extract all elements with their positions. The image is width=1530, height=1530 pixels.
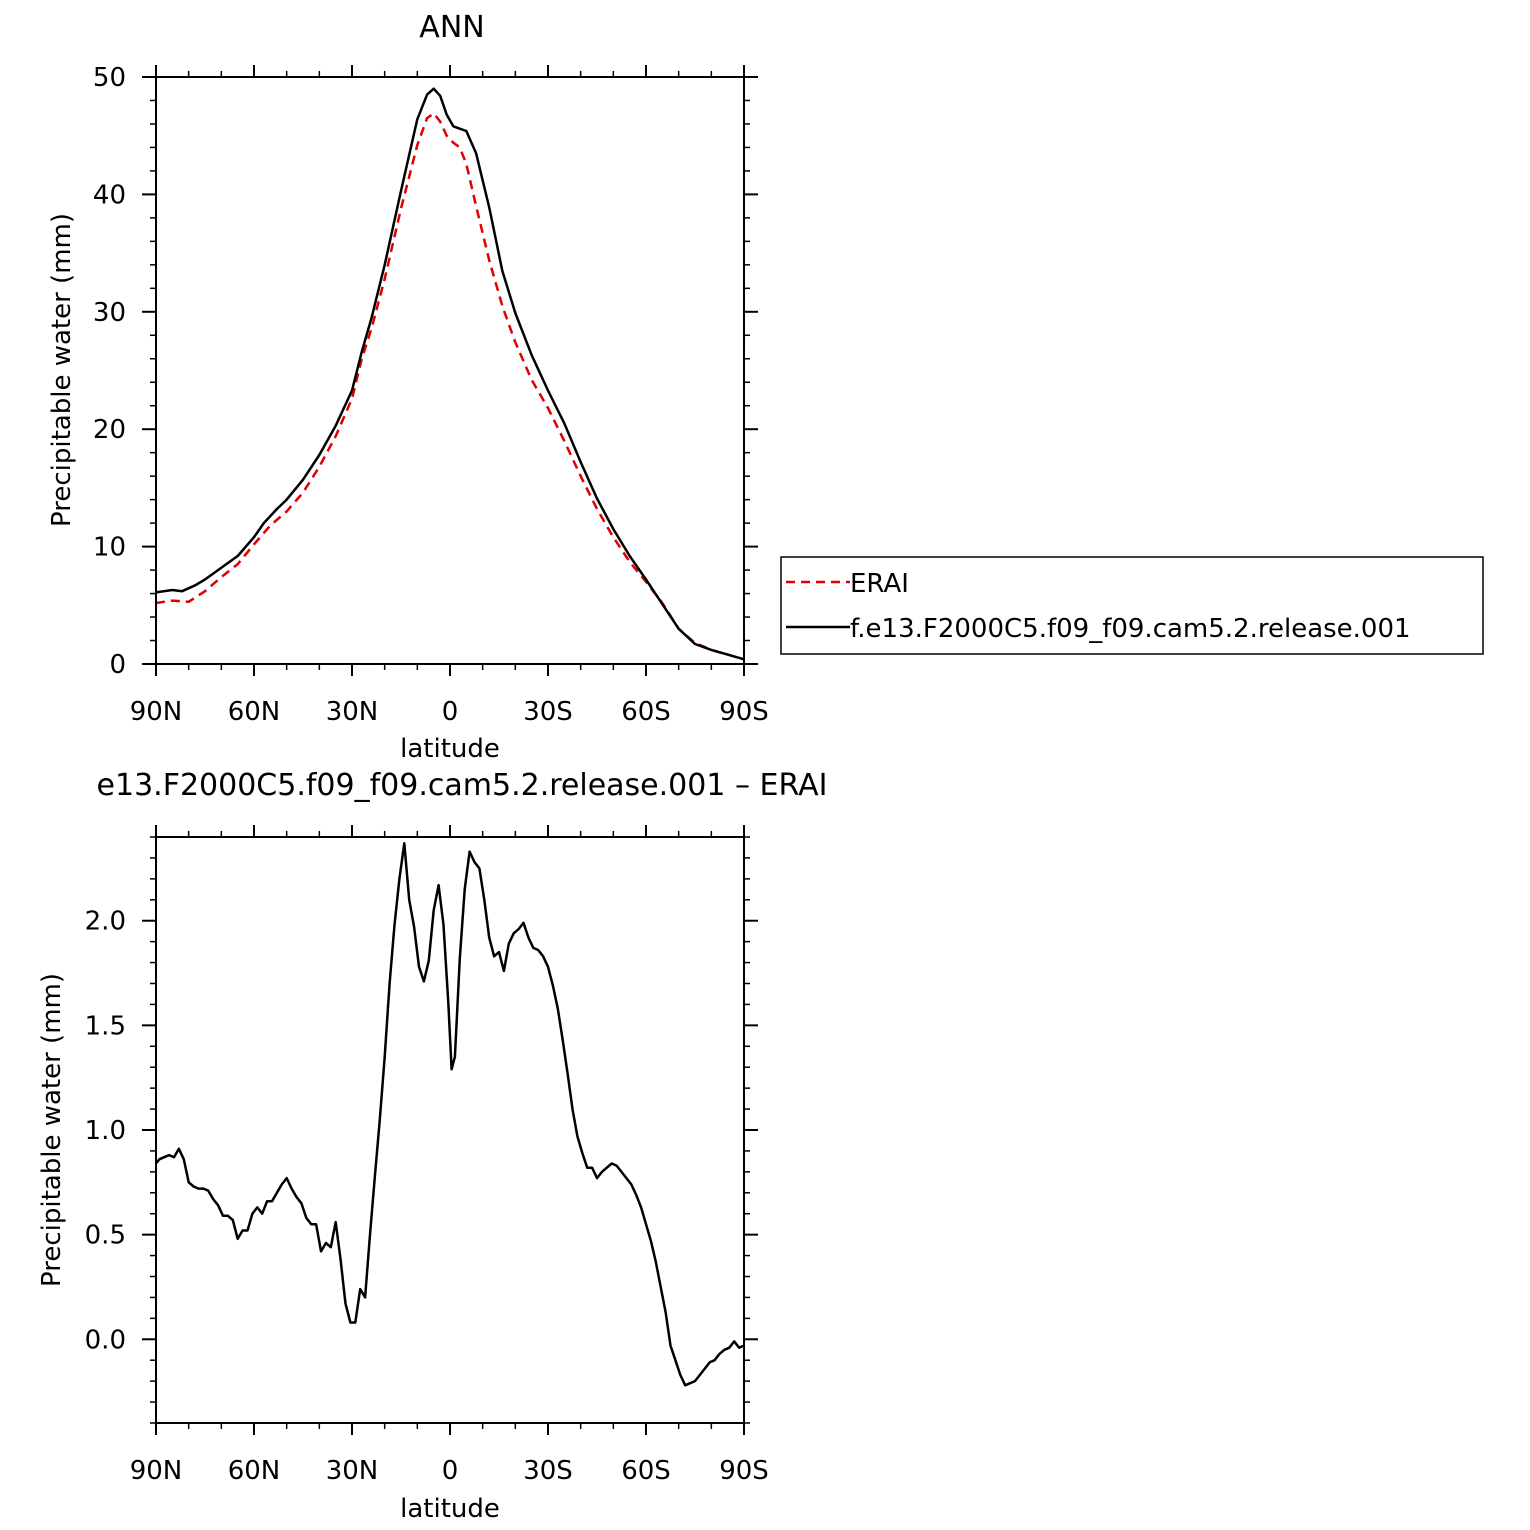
x-tick-label: 30S	[523, 697, 573, 727]
x-tick-label: 90N	[130, 1456, 183, 1486]
top-chart-title: ANN	[419, 10, 484, 45]
x-tick-label: 0	[442, 1456, 459, 1486]
bottom-ticks: 90N 60N 30N 0 30S 60S 90S 0.0 0.5 1.0 1.5 2.0	[85, 825, 769, 1486]
bottom-y-axis-label: Precipitable water (mm)	[37, 973, 67, 1287]
y-tick-label: 1.0	[85, 1116, 126, 1146]
bottom-x-axis-label: latitude	[400, 1494, 500, 1524]
x-tick-label: 90N	[130, 697, 183, 727]
y-tick-label: 0	[109, 650, 126, 680]
series-line-0-0	[155, 112, 745, 661]
x-tick-label: 60S	[621, 697, 671, 727]
y-tick-label: 40	[93, 180, 126, 210]
x-tick-label: 90S	[719, 1456, 769, 1486]
top-x-axis-label: latitude	[400, 734, 500, 764]
x-tick-label: 30N	[326, 697, 379, 727]
series-line-1-0	[155, 842, 745, 1387]
top-series	[155, 87, 745, 661]
y-tick-label: 50	[93, 63, 126, 93]
y-tick-label: 30	[93, 298, 126, 328]
legend-label-model: f.e13.F2000C5.f09_f09.cam5.2.release.001	[850, 614, 1411, 644]
legend-box	[780, 556, 1484, 655]
x-tick-label: 30S	[523, 1456, 573, 1486]
top-plot-frame	[155, 76, 745, 665]
x-tick-label: 60S	[621, 1456, 671, 1486]
legend-label-erai: ERAI	[850, 569, 909, 599]
bottom-chart-title: e13.F2000C5.f09_f09.cam5.2.release.001 –…	[97, 768, 828, 803]
y-tick-label: 20	[93, 415, 126, 445]
bottom-plot-frame	[155, 836, 745, 1424]
y-tick-label: 2.0	[85, 907, 126, 937]
top-panel: ANN Precipitable water (mm) latitude 90N…	[47, 10, 769, 764]
series-line-0-1	[155, 87, 745, 661]
x-tick-label: 0	[442, 697, 459, 727]
top-y-axis-label: Precipitable water (mm)	[47, 213, 77, 527]
x-tick-label: 90S	[719, 697, 769, 727]
top-ticks: 90N 60N 30N 0 30S 60S 90S 0 10 20 30 40 50	[93, 63, 769, 727]
y-tick-label: 0.5	[85, 1221, 126, 1251]
y-tick-label: 0.0	[85, 1325, 126, 1355]
bottom-series	[155, 842, 745, 1387]
legend: ERAI f.e13.F2000C5.f09_f09.cam5.2.releas…	[780, 556, 1484, 655]
y-tick-label: 1.5	[85, 1011, 126, 1041]
bottom-panel: e13.F2000C5.f09_f09.cam5.2.release.001 –…	[37, 768, 827, 1524]
x-tick-label: 30N	[326, 1456, 379, 1486]
x-tick-label: 60N	[228, 1456, 281, 1486]
y-tick-label: 10	[93, 533, 126, 563]
x-tick-label: 60N	[228, 697, 281, 727]
